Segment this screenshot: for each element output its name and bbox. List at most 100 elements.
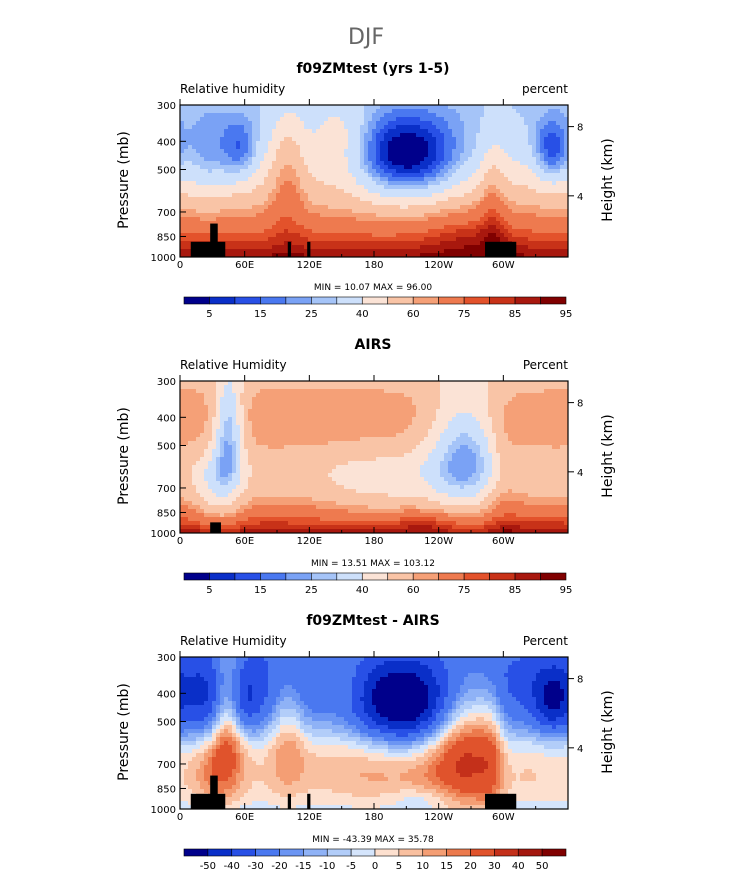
contour-cell xyxy=(456,137,461,142)
contour-cell xyxy=(472,141,477,146)
contour-cell xyxy=(236,161,241,166)
contour-cell xyxy=(544,245,549,250)
contour-cell xyxy=(412,113,417,118)
contour-cell xyxy=(232,241,237,246)
contour-cell xyxy=(548,401,553,406)
contour-cell xyxy=(352,157,357,162)
contour-cell xyxy=(232,193,237,198)
contour-cell xyxy=(368,113,373,118)
contour-cell xyxy=(180,109,185,114)
contour-cell xyxy=(396,201,401,206)
contour-cell xyxy=(204,149,209,154)
contour-cell xyxy=(352,221,357,226)
contour-cell xyxy=(180,105,185,110)
contour-cell xyxy=(448,149,453,154)
contour-cell xyxy=(452,181,457,186)
contour-cell xyxy=(524,209,529,214)
contour-cell xyxy=(392,217,397,222)
contour-cell xyxy=(424,389,429,394)
contour-cell xyxy=(496,105,501,110)
contour-cell xyxy=(476,405,481,410)
contour-cell xyxy=(516,177,521,182)
contour-cell xyxy=(468,121,473,126)
contour-cell xyxy=(276,421,281,426)
contour-cell xyxy=(344,209,349,214)
contour-cell xyxy=(212,105,217,110)
contour-cell xyxy=(308,185,313,190)
contour-cell xyxy=(236,249,241,254)
contour-cell xyxy=(288,117,293,122)
contour-cell xyxy=(520,145,525,150)
contour-cell xyxy=(560,237,565,242)
contour-cell xyxy=(424,133,429,138)
contour-cell xyxy=(532,173,537,178)
contour-cell xyxy=(564,161,568,166)
contour-cell xyxy=(564,117,568,122)
contour-cell xyxy=(524,177,529,182)
contour-cell xyxy=(284,141,289,146)
contour-cell xyxy=(256,185,261,190)
contour-cell xyxy=(368,385,373,390)
contour-cell xyxy=(200,173,205,178)
contour-cell xyxy=(280,413,285,418)
contour-cell xyxy=(400,245,405,250)
contour-cell xyxy=(536,249,541,254)
contour-cell xyxy=(436,105,441,110)
contour-cell xyxy=(316,245,321,250)
contour-cell xyxy=(328,165,333,170)
contour-cell xyxy=(536,213,541,218)
contour-cell xyxy=(384,105,389,110)
contour-cell xyxy=(192,421,197,426)
contour-cell xyxy=(356,225,361,230)
contour-cell xyxy=(260,233,265,238)
contour-cell xyxy=(184,109,189,114)
contour-cell xyxy=(272,229,277,234)
contour-cell xyxy=(544,385,549,390)
contour-cell xyxy=(296,181,301,186)
contour-cell xyxy=(360,105,365,110)
contour-cell xyxy=(472,229,477,234)
contour-cell xyxy=(516,413,521,418)
contour-cell xyxy=(320,237,325,242)
contour-cell xyxy=(396,409,401,414)
contour-cell xyxy=(180,197,185,202)
contour-cell xyxy=(284,133,289,138)
contour-cell xyxy=(548,105,553,110)
contour-cell xyxy=(424,173,429,178)
contour-cell xyxy=(416,149,421,154)
contour-cell xyxy=(364,141,369,146)
contour-cell xyxy=(400,157,405,162)
contour-cell xyxy=(292,397,297,402)
contour-cell xyxy=(224,233,229,238)
contour-cell xyxy=(440,125,445,130)
contour-cell xyxy=(188,429,193,434)
contour-cell xyxy=(384,213,389,218)
contour-cell xyxy=(340,161,345,166)
contour-cell xyxy=(384,157,389,162)
contour-cell xyxy=(368,173,373,178)
contour-cell xyxy=(396,233,401,238)
contour-cell xyxy=(544,185,549,190)
contour-cell xyxy=(372,157,377,162)
contour-cell xyxy=(560,205,565,210)
contour-cell xyxy=(228,129,233,134)
contour-cell xyxy=(216,157,221,162)
contour-cell xyxy=(488,113,493,118)
contour-cell xyxy=(264,129,269,134)
contour-cell xyxy=(428,177,433,182)
contour-cell xyxy=(412,417,417,422)
contour-cell xyxy=(424,249,429,254)
contour-cell xyxy=(556,425,561,430)
contour-cell xyxy=(468,385,473,390)
contour-cell xyxy=(408,241,413,246)
contour-cell xyxy=(468,393,473,398)
contour-cell xyxy=(264,133,269,138)
contour-cell xyxy=(180,229,185,234)
contour-cell xyxy=(344,189,349,194)
contour-cell xyxy=(232,125,237,130)
contour-cell xyxy=(488,165,493,170)
contour-cell xyxy=(204,117,209,122)
contour-cell xyxy=(256,413,261,418)
contour-cell xyxy=(496,409,501,414)
contour-cell xyxy=(488,225,493,230)
